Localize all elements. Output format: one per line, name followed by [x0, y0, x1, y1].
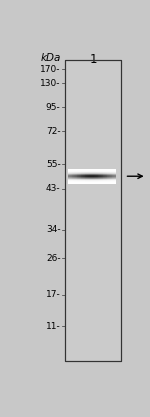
Text: 11-: 11- — [46, 322, 61, 331]
Text: 130-: 130- — [40, 79, 61, 88]
Text: kDa: kDa — [40, 53, 61, 63]
Bar — [65, 60, 121, 362]
Text: 95-: 95- — [46, 103, 61, 112]
Text: 1: 1 — [89, 53, 97, 66]
Text: 72-: 72- — [46, 127, 61, 136]
Text: 34-: 34- — [46, 225, 61, 234]
Bar — [65, 60, 121, 362]
Text: 170-: 170- — [40, 65, 61, 74]
Text: 55-: 55- — [46, 160, 61, 168]
Text: 17-: 17- — [46, 290, 61, 299]
Text: 43-: 43- — [46, 184, 61, 193]
Text: 26-: 26- — [46, 254, 61, 263]
